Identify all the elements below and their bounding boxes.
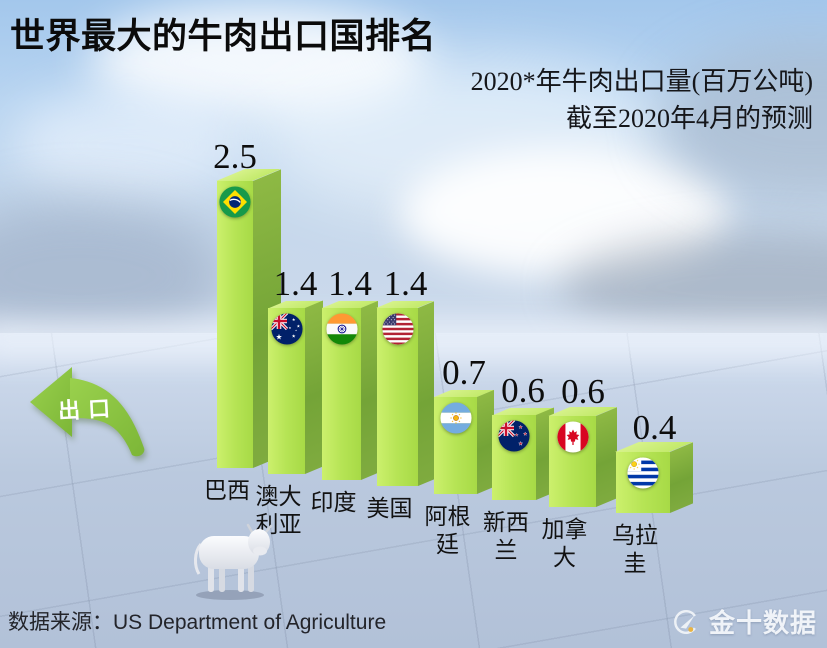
bar-value: 0.6 (501, 371, 545, 410)
bar-canada: 0.6 加拿 大 (542, 374, 617, 570)
cow-illustration (186, 520, 276, 602)
bar-side-face (305, 300, 323, 474)
chart-subtitle: 2020*年牛肉出口量(百万公吨) 截至2020年4月的预测 (471, 64, 813, 138)
brand-logo-text: 金十数据 (708, 608, 817, 638)
data-source: 数据来源：US Department of Agriculture (8, 611, 387, 634)
bar-value: 0.4 (632, 408, 677, 447)
bar-australia: 1.4 (256, 266, 323, 537)
bar-label: 澳大 利亚 (255, 483, 302, 537)
bar-label: 新西 兰 (483, 509, 529, 563)
bar-side-face (596, 407, 617, 507)
brazil-flag-icon (219, 186, 251, 218)
bar-value: 1.4 (328, 264, 372, 303)
bar-side-face (361, 300, 378, 480)
bar-label: 印度 (310, 489, 357, 515)
subtitle-line-1: 2020*年牛肉出口量(百万公吨) (470, 67, 813, 96)
bar-label: 乌拉 圭 (612, 522, 658, 576)
argentina-flag-icon (439, 402, 472, 434)
bar-value: 0.6 (561, 372, 605, 411)
bar-value: 1.4 (383, 264, 428, 303)
brand-logo: 金十数据 (672, 603, 817, 640)
subtitle-line-2: 截至2020年4月的预测 (565, 103, 813, 133)
bar-value: 2.5 (213, 137, 257, 176)
export-arrow-icon (30, 367, 145, 457)
page-title: 世界最大的牛肉出口国排名 (10, 17, 437, 56)
usa-flag-icon (381, 313, 414, 345)
cloud-blob (400, 148, 730, 278)
india-flag-icon (325, 313, 358, 345)
jin10-logo-icon (674, 609, 699, 634)
bar-label: 巴西 (204, 477, 250, 503)
bar-label: 美国 (366, 495, 413, 521)
canada-flag-icon (556, 421, 589, 453)
bar-label: 阿根 廷 (424, 503, 471, 557)
bar-argentina: 0.7 阿根 廷 (425, 355, 494, 557)
bar-usa: 1.4 美国 (367, 266, 434, 521)
export-arrow: 出口 (26, 352, 158, 467)
new-zealand-flag-icon (498, 420, 530, 452)
bar-new-zealand: 0.6 (483, 373, 554, 563)
cow-icon (194, 523, 273, 600)
bar-value: 0.7 (442, 353, 486, 392)
bar-front-face (217, 181, 253, 468)
export-arrow-label: 出口 (57, 395, 119, 424)
bar-value: 1.4 (273, 264, 318, 303)
bar-brazil: 2.5 巴西 (204, 139, 281, 503)
bar-uruguay: 0.4 乌拉 圭 (612, 410, 693, 576)
bar-label: 加拿 大 (541, 516, 588, 570)
australia-flag-icon (270, 313, 303, 345)
bar-side-face (670, 442, 693, 513)
uruguay-flag-icon (627, 457, 659, 489)
bar-india: 1.4 印度 (311, 266, 378, 515)
bar-side-face (418, 301, 434, 486)
